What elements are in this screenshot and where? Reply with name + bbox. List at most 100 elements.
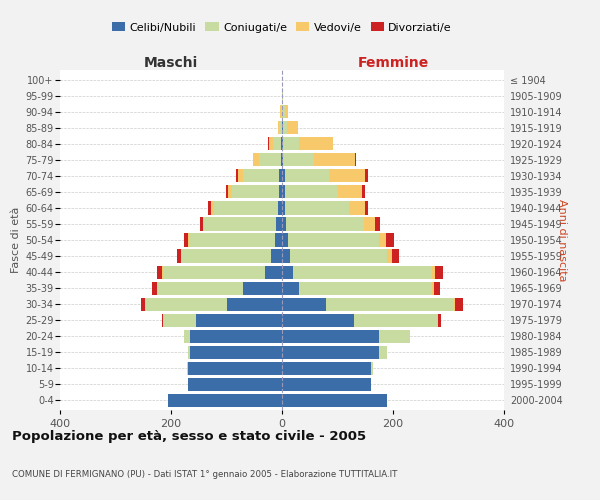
Bar (283, 121, 287, 134)
Legend: Celibi/Nubili, Coniugati/e, Vedovi/e, Divorziati/e: Celibi/Nubili, Coniugati/e, Vedovi/e, Di… (107, 18, 457, 37)
Bar (282, 314, 354, 327)
Bar (282, 250, 290, 262)
Bar (337, 186, 362, 198)
Bar (287, 121, 298, 134)
Bar (279, 186, 282, 198)
Bar (282, 234, 287, 246)
Bar (243, 170, 279, 182)
Bar (290, 250, 388, 262)
Bar (283, 153, 314, 166)
Bar (184, 330, 190, 343)
Bar (375, 218, 380, 230)
Y-axis label: Fasce di età: Fasce di età (11, 207, 21, 273)
Bar (282, 186, 285, 198)
Bar (238, 170, 243, 182)
Bar (299, 137, 332, 150)
Bar (329, 170, 365, 182)
Bar (269, 137, 273, 150)
Bar (282, 202, 285, 214)
Bar (362, 186, 365, 198)
Bar (285, 105, 287, 118)
Bar (282, 170, 285, 182)
Bar (188, 234, 190, 246)
Bar (282, 394, 388, 407)
Bar (190, 330, 282, 343)
Bar (379, 346, 388, 359)
Bar (392, 250, 398, 262)
Bar (157, 282, 243, 294)
Bar (432, 266, 434, 278)
Bar (349, 202, 365, 214)
Bar (161, 314, 163, 327)
Bar (211, 202, 214, 214)
Bar (379, 234, 386, 246)
Bar (354, 314, 437, 327)
Bar (282, 153, 283, 166)
Bar (273, 137, 281, 150)
Bar (141, 298, 145, 310)
Text: COMUNE DI FERMIGNANO (PU) - Dati ISTAT 1° gennaio 2005 - Elaborazione TUTTITALIA: COMUNE DI FERMIGNANO (PU) - Dati ISTAT 1… (12, 470, 397, 479)
Bar (190, 346, 282, 359)
Bar (146, 298, 227, 310)
Bar (282, 346, 379, 359)
Bar (188, 346, 190, 359)
Bar (161, 266, 163, 278)
Bar (355, 153, 356, 166)
Bar (196, 314, 282, 327)
Bar (187, 362, 188, 375)
Bar (278, 121, 279, 134)
Bar (281, 105, 282, 118)
Bar (227, 186, 232, 198)
Bar (287, 234, 379, 246)
Bar (282, 378, 371, 391)
Bar (152, 282, 157, 294)
Text: Femmine: Femmine (358, 56, 428, 70)
Bar (282, 218, 286, 230)
Bar (455, 298, 463, 310)
Bar (176, 250, 181, 262)
Bar (285, 170, 329, 182)
Bar (314, 153, 355, 166)
Bar (282, 362, 371, 375)
Text: Popolazione per età, sesso e stato civile - 2005: Popolazione per età, sesso e stato civil… (12, 430, 366, 443)
Bar (326, 298, 454, 310)
Bar (184, 234, 188, 246)
Bar (271, 250, 282, 262)
Bar (200, 218, 203, 230)
Bar (282, 298, 326, 310)
Bar (227, 298, 282, 310)
Bar (182, 250, 271, 262)
Bar (278, 202, 282, 214)
Bar (214, 202, 278, 214)
Bar (181, 250, 182, 262)
Bar (163, 314, 196, 327)
Bar (157, 266, 161, 278)
Bar (281, 153, 282, 166)
Bar (188, 362, 282, 375)
Text: Maschi: Maschi (144, 56, 198, 70)
Bar (279, 121, 282, 134)
Bar (282, 282, 299, 294)
Bar (277, 218, 282, 230)
Bar (282, 330, 379, 343)
Bar (283, 137, 299, 150)
Bar (434, 282, 440, 294)
Bar (285, 202, 349, 214)
Bar (282, 266, 293, 278)
Bar (388, 250, 392, 262)
Bar (386, 234, 394, 246)
Bar (364, 218, 375, 230)
Bar (232, 186, 279, 198)
Bar (236, 170, 238, 182)
Bar (285, 186, 337, 198)
Bar (286, 218, 364, 230)
Bar (279, 170, 282, 182)
Bar (432, 282, 434, 294)
Bar (454, 298, 455, 310)
Bar (265, 266, 282, 278)
Bar (365, 202, 368, 214)
Bar (168, 394, 282, 407)
Bar (163, 266, 265, 278)
Bar (208, 202, 211, 214)
Bar (282, 105, 285, 118)
